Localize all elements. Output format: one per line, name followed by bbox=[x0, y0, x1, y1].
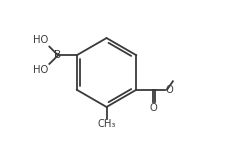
Text: O: O bbox=[165, 85, 173, 95]
Text: CH₃: CH₃ bbox=[97, 119, 115, 129]
Text: HO: HO bbox=[33, 65, 48, 75]
Text: O: O bbox=[149, 103, 157, 113]
Text: B: B bbox=[54, 50, 61, 60]
Text: HO: HO bbox=[33, 36, 48, 46]
